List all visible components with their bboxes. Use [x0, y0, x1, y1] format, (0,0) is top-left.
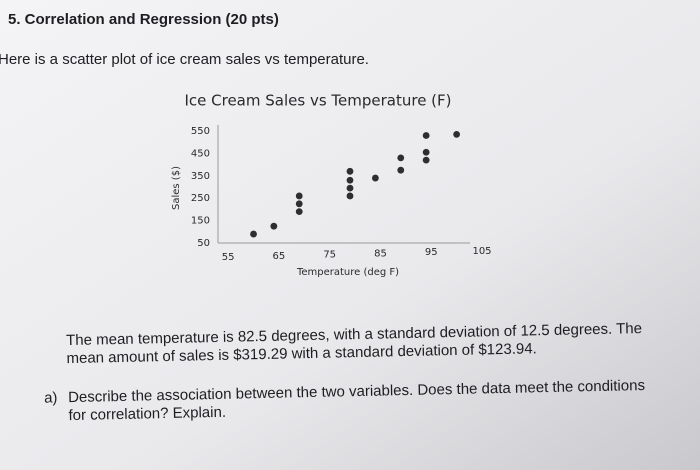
point [397, 154, 405, 162]
part-line: for correlation? Explain. [68, 404, 226, 424]
y-tick-label: 350 [191, 171, 210, 182]
x-tick-label: 105 [472, 246, 491, 257]
x-tick-label: 85 [374, 248, 387, 259]
point [346, 167, 354, 175]
y-tick-label: 50 [197, 238, 210, 249]
point [371, 174, 379, 182]
point [453, 130, 461, 138]
heading: 5. Correlation and Regression (20 pts) [8, 11, 279, 28]
x-tick-label: 55 [222, 252, 235, 263]
y-tick-label: 550 [191, 126, 210, 137]
part-label: a) [44, 389, 58, 406]
point [270, 222, 278, 230]
point [250, 230, 257, 238]
point [346, 184, 354, 192]
chart-title: Ice Cream Sales vs Temperature (F) [184, 92, 451, 110]
y-axis-label: Sales ($) [171, 166, 182, 210]
point [295, 200, 303, 208]
point [346, 192, 354, 200]
point [397, 166, 405, 174]
point [422, 148, 430, 156]
point [295, 208, 303, 216]
point [346, 176, 354, 184]
point [422, 132, 430, 139]
x-tick-label: 95 [425, 247, 438, 258]
y-tick-label: 150 [191, 216, 210, 227]
y-tick-label: 450 [191, 148, 210, 159]
point [295, 192, 303, 200]
x-axis-label: Temperature (deg F) [296, 267, 399, 278]
x-tick-label: 65 [273, 251, 286, 262]
x-tick-label: 75 [323, 250, 336, 261]
y-tick-label: 250 [191, 193, 210, 204]
intro: Here is a scatter plot of ice cream sale… [0, 51, 369, 68]
point [422, 156, 430, 164]
